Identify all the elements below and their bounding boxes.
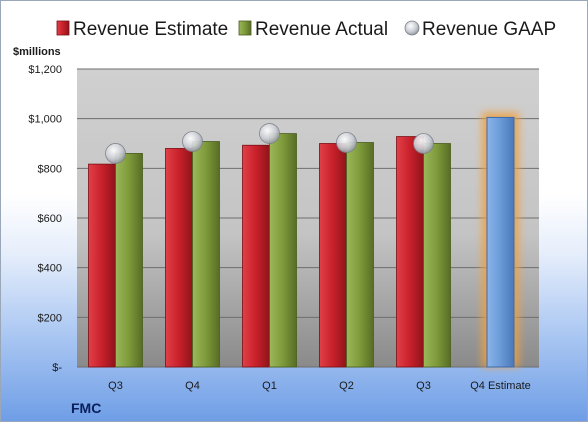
bar-estimate-0 [88,163,116,368]
bars [88,112,519,368]
bar-actual-0 [115,153,143,368]
marker-gaap-0 [105,143,126,164]
legend-swatch-1 [238,20,252,36]
bar-actual-4 [423,143,451,368]
y-tick-label: $1,200 [28,64,62,76]
y-tick-label: $1,000 [28,114,62,126]
marker-gaap-3 [336,132,357,153]
x-tick-label: Q3 [108,380,123,392]
x-tick-label: Q1 [262,380,277,392]
y-tick-label: $600 [38,213,62,225]
bar-estimate-3 [319,143,347,368]
x-tick-label: Q4 Estimate [470,380,531,392]
legend: Revenue Estimate Revenue Actual Revenue GA… [56,19,556,40]
bar-estimate-4 [396,136,424,368]
y-tick-label: $200 [38,312,62,324]
x-tick-label: Q3 [416,380,431,392]
bar-actual-1 [192,141,220,368]
bar-estimate-2 [242,144,270,368]
marker-gaap-2 [259,123,280,144]
gaap-markers [105,123,434,164]
bar-estimate-5 [486,116,515,368]
legend-swatch-0 [56,20,70,36]
legend-label: Revenue Estimate [73,19,228,40]
y-axis-unit-label: $millions [13,46,61,58]
marker-gaap-1 [182,131,203,152]
y-axis-ticks: $- $200 $400 $600 $800 $1,000 $1,200 [28,64,62,374]
y-tick-label: $400 [38,263,62,275]
bar-estimate-1 [165,148,193,368]
x-tick-label: Q4 [185,380,200,392]
y-tick-label: $- [52,362,62,374]
bar-actual-3 [346,142,374,368]
x-axis-ticks: Q3 Q4 Q1 Q2 Q3 Q4 Estimate [108,380,531,392]
legend-label: Revenue GAAP [422,19,556,40]
bar-actual-2 [269,133,297,368]
legend-label: Revenue Actual [255,19,388,40]
legend-swatch-2 [404,20,420,36]
gridlines [77,68,539,368]
x-tick-label: Q2 [339,380,354,392]
company-label: FMC [71,400,101,416]
y-tick-label: $800 [38,163,62,175]
marker-gaap-4 [413,133,434,154]
